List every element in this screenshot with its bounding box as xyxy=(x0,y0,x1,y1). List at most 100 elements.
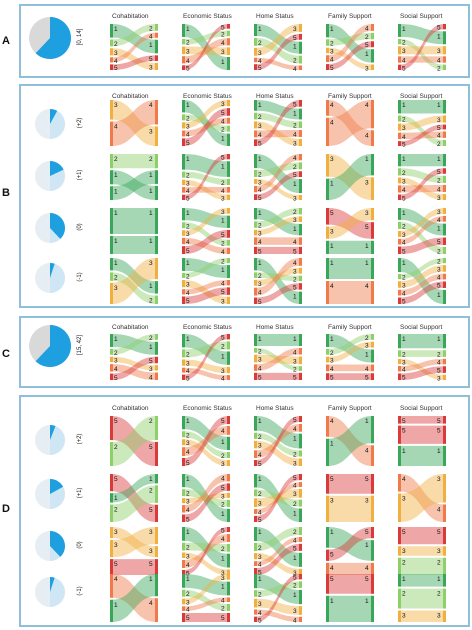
flow-band xyxy=(256,283,300,304)
left-node-label: 4 xyxy=(114,576,118,583)
right-node-bar xyxy=(299,33,302,40)
left-node-label: 3 xyxy=(186,600,190,607)
right-node-bar xyxy=(155,24,158,31)
left-node-label: 5 xyxy=(258,617,262,624)
flow-band xyxy=(328,495,372,522)
right-node-bar xyxy=(155,154,158,169)
flow-band xyxy=(184,46,228,56)
right-node-label: 3 xyxy=(293,570,297,577)
left-node-label: 3 xyxy=(330,156,334,163)
right-node-bar xyxy=(227,581,230,596)
flow-band xyxy=(112,272,156,304)
right-node-label: 2 xyxy=(437,259,441,266)
right-node-bar xyxy=(443,115,446,123)
sankey-d-0-col3: 1 1 2 2 3 3 4 4 5 5 xyxy=(254,416,302,468)
left-node-label: 3 xyxy=(330,229,334,236)
left-node-label: 4 xyxy=(186,188,190,195)
flow-band xyxy=(112,474,156,503)
right-node-bar xyxy=(299,552,302,567)
right-node-label: 4 xyxy=(365,102,369,109)
flow-band xyxy=(256,543,300,575)
right-node-label: 4 xyxy=(365,283,369,290)
left-node-label: 4 xyxy=(114,58,118,65)
flow-band xyxy=(328,373,372,380)
left-node-label: 5 xyxy=(258,299,262,306)
left-node-bar xyxy=(254,178,257,184)
right-node-bar xyxy=(155,62,158,70)
left-node-bar xyxy=(326,595,329,622)
flow-band xyxy=(256,474,300,522)
right-node-label: 4 xyxy=(221,249,225,256)
right-node-label: 5 xyxy=(437,283,441,290)
left-node-label: 3 xyxy=(114,542,118,549)
right-node-bar xyxy=(299,130,302,137)
right-node-bar xyxy=(371,474,374,494)
left-node-bar xyxy=(182,367,185,373)
right-node-bar xyxy=(371,240,374,254)
flow-band xyxy=(184,280,228,304)
flow-band xyxy=(184,171,228,185)
right-node-bar xyxy=(299,458,302,466)
right-node-label: 4 xyxy=(221,536,225,543)
left-node-label: 1 xyxy=(258,418,262,425)
left-node-bar xyxy=(398,588,401,609)
right-node-label: 3 xyxy=(437,476,441,483)
right-node-bar xyxy=(227,499,230,507)
right-node-label: 2 xyxy=(293,501,297,508)
left-node-label: 5 xyxy=(402,142,406,149)
left-node-label: 1 xyxy=(114,172,118,179)
right-node-bar xyxy=(299,474,302,481)
left-node-bar xyxy=(182,505,185,513)
right-node-bar xyxy=(299,171,302,178)
right-node-label: 1 xyxy=(365,542,369,549)
left-node-bar xyxy=(110,100,113,120)
flow-band xyxy=(328,416,372,466)
flow-band xyxy=(400,334,444,349)
right-node-bar xyxy=(299,433,302,449)
right-node-label: 3 xyxy=(149,529,153,536)
right-node-bar xyxy=(443,154,446,167)
right-node-bar xyxy=(155,100,158,125)
right-node-label: 1 xyxy=(293,336,297,343)
left-node-label: 2 xyxy=(186,432,190,439)
right-node-bar xyxy=(227,612,230,622)
left-node-label: 4 xyxy=(330,366,334,373)
left-node-bar xyxy=(182,514,185,522)
right-node-bar xyxy=(227,247,230,254)
left-node-bar xyxy=(254,24,257,37)
flow-band xyxy=(400,215,444,245)
left-node-label: 1 xyxy=(330,441,334,448)
right-node-bar xyxy=(227,296,230,304)
left-node-label: 5 xyxy=(402,248,406,255)
flow-band xyxy=(400,115,444,131)
right-node-bar xyxy=(155,356,158,364)
left-node-bar xyxy=(254,515,257,522)
flow-band xyxy=(400,184,444,193)
left-node-label: 4 xyxy=(402,476,406,483)
header-c-social-support: Social Support xyxy=(400,324,443,331)
flow-band xyxy=(112,574,156,622)
left-node-bar xyxy=(254,130,257,138)
header-a-cohabitation: Cohabitation xyxy=(112,13,149,20)
left-node-bar xyxy=(254,474,257,488)
flow-band xyxy=(328,527,372,561)
pie-slice xyxy=(50,531,65,557)
left-node-bar xyxy=(398,289,401,296)
right-node-bar xyxy=(155,170,158,184)
header-c-cohabitation: Cohabitation xyxy=(112,324,149,331)
left-node-label: 1 xyxy=(258,210,262,217)
flow-band xyxy=(184,416,228,466)
row-label-d-1: (+1) xyxy=(77,487,83,499)
flow-band xyxy=(184,359,228,374)
flow-band xyxy=(256,24,300,54)
right-node-bar xyxy=(299,223,302,236)
left-node-bar xyxy=(254,47,257,56)
flow-band xyxy=(256,130,300,138)
left-node-bar xyxy=(254,590,257,597)
right-node-bar xyxy=(155,416,158,440)
left-node-bar xyxy=(182,612,185,622)
right-node-label: 3 xyxy=(437,195,441,202)
flow-band xyxy=(184,154,228,200)
